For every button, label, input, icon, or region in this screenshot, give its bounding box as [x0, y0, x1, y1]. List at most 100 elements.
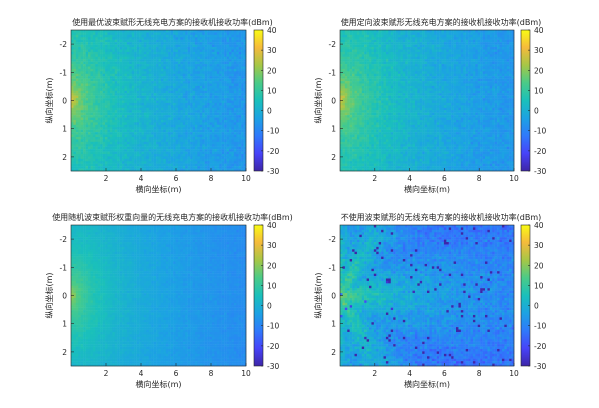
heatmap-cell: [182, 161, 186, 164]
heatmap-cell: [209, 107, 213, 111]
heatmap-cell: [163, 134, 167, 138]
heatmap-cell: [141, 44, 145, 48]
heatmap-cell: [422, 44, 425, 48]
heatmap-cell: [146, 139, 150, 143]
heatmap-cell: [199, 163, 203, 167]
heatmap-cell: [141, 156, 145, 160]
heatmap-cell: [236, 105, 239, 109]
heatmap-cell: [92, 134, 96, 138]
heatmap-cell: [190, 54, 193, 57]
heatmap-cell: [75, 30, 79, 33]
heatmap-cell: [236, 136, 239, 140]
heatmap-cell: [124, 127, 128, 130]
heatmap-cell: [146, 151, 150, 155]
heatmap-cell: [95, 141, 98, 145]
heatmap-cell: [187, 115, 191, 118]
heatmap-cell: [192, 83, 196, 87]
heatmap-cell: [238, 68, 242, 72]
heatmap-cell: [122, 34, 125, 38]
heatmap-cell: [151, 81, 154, 84]
heatmap-cell: [92, 78, 96, 82]
heatmap-cell: [170, 71, 174, 75]
heatmap-cell: [126, 61, 130, 65]
heatmap-cell: [119, 105, 123, 109]
heatmap-cell: [224, 129, 227, 133]
heatmap-cell: [209, 93, 213, 96]
heatmap-cell: [233, 158, 237, 162]
heatmap-cell: [185, 51, 188, 55]
heatmap-cell: [504, 42, 507, 45]
heatmap-cell: [226, 149, 230, 152]
heatmap-cell: [148, 100, 152, 104]
heatmap-cell: [136, 168, 140, 172]
heatmap-cell: [207, 78, 210, 82]
heatmap-cell: [211, 117, 215, 121]
heatmap-cell: [241, 158, 244, 162]
heatmap-cell: [170, 134, 174, 138]
heatmap-cell: [460, 34, 464, 38]
heatmap-cell: [148, 34, 152, 38]
heatmap-cell: [124, 117, 128, 121]
heatmap-cell: [231, 85, 235, 89]
heatmap-cell: [388, 47, 391, 50]
heatmap-cell: [71, 85, 74, 89]
heatmap-cell: [238, 166, 242, 169]
heatmap-cell: [202, 68, 205, 72]
heatmap-cell: [499, 34, 503, 38]
heatmap-cell: [90, 168, 94, 172]
heatmap-cell: [434, 51, 437, 55]
heatmap-cell: [204, 134, 208, 138]
heatmap-cell: [170, 149, 174, 152]
heatmap-cell: [146, 153, 150, 157]
heatmap-cell: [231, 37, 235, 40]
heatmap-cell: [238, 83, 242, 87]
heatmap-cell: [122, 66, 125, 70]
heatmap-cell: [107, 151, 111, 155]
heatmap-cell: [73, 81, 77, 84]
heatmap-cell: [170, 95, 174, 99]
heatmap-cell: [114, 93, 118, 96]
heatmap-cell: [197, 83, 201, 87]
heatmap-cell: [114, 149, 118, 152]
heatmap-cell: [151, 51, 154, 55]
heatmap-cell: [156, 71, 159, 75]
heatmap-cell: [356, 30, 360, 33]
heatmap-cell: [117, 42, 120, 45]
heatmap-cell: [236, 83, 239, 87]
heatmap-cell: [158, 141, 162, 145]
heatmap-cell: [109, 56, 113, 60]
heatmap-cell: [187, 144, 191, 147]
heatmap-cell: [78, 146, 81, 150]
heatmap-cell: [131, 149, 135, 152]
heatmap-cell: [194, 56, 198, 60]
heatmap-cell: [153, 30, 157, 33]
heatmap-cell: [156, 136, 159, 140]
heatmap-cell: [114, 107, 118, 111]
heatmap-cell: [214, 90, 218, 94]
heatmap-cell: [177, 122, 181, 126]
heatmap-cell: [199, 112, 203, 116]
heatmap-cell: [71, 66, 74, 70]
heatmap-cell: [197, 81, 201, 84]
heatmap-cell: [126, 161, 130, 164]
heatmap-cell: [398, 44, 401, 48]
heatmap-cell: [470, 47, 474, 50]
heatmap-cell: [207, 129, 210, 133]
heatmap-cell: [383, 51, 387, 55]
heatmap-cell: [224, 56, 227, 60]
heatmap-cell: [378, 32, 382, 36]
heatmap-cell: [122, 88, 125, 92]
heatmap-cell: [151, 47, 154, 50]
heatmap-cell: [163, 85, 167, 89]
heatmap-cell: [112, 112, 115, 116]
heatmap-cell: [100, 32, 103, 36]
heatmap-cell: [160, 93, 164, 96]
heatmap-cell: [151, 122, 154, 126]
heatmap-cell: [163, 30, 167, 33]
heatmap-cell: [194, 59, 198, 62]
heatmap-cell: [402, 30, 406, 33]
heatmap-cell: [170, 78, 174, 82]
heatmap-cell: [170, 127, 174, 130]
heatmap-cell: [204, 149, 208, 152]
heatmap-cell: [92, 47, 96, 50]
